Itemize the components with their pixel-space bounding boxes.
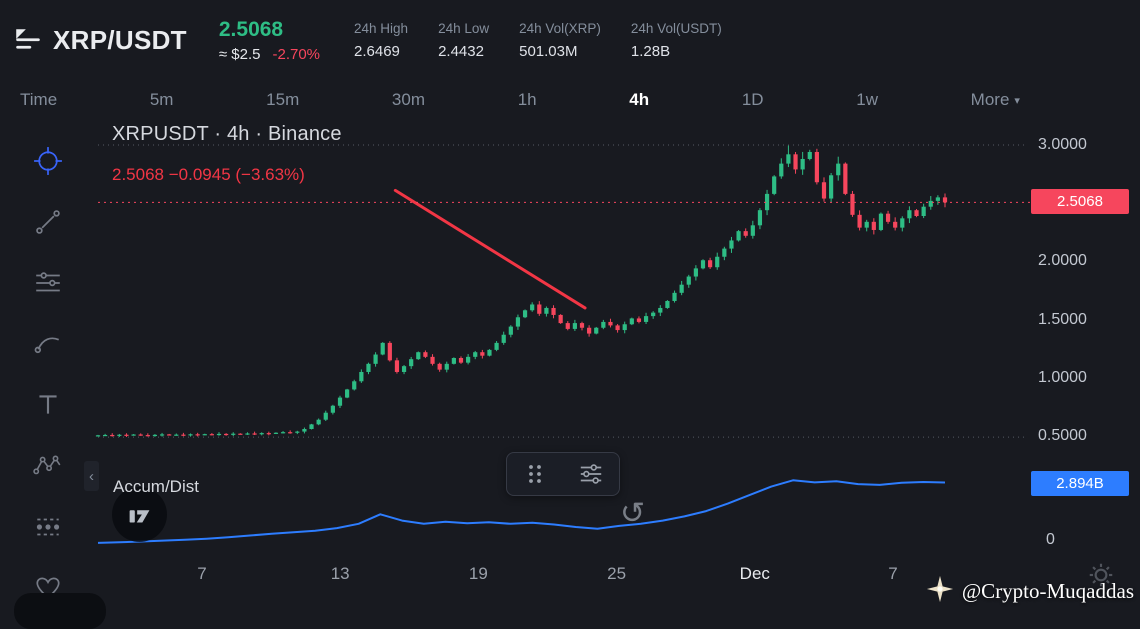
stat-label: 24h High [354, 21, 408, 36]
timeframe-bar: Time 5m 15m 30m 1h 4h 1D 1w More▾ [0, 80, 1020, 120]
header-stat: 24h Vol(XRP) 501.03M [519, 21, 601, 60]
header-stats: 24h High 2.6469 24h Low 2.4432 24h Vol(XRP) 5… [354, 21, 722, 60]
timeframe-1w[interactable]: 1w [856, 90, 878, 110]
timeframe-time[interactable]: Time [20, 90, 57, 110]
header: XRP/USDT 2.5068 ≈ $2.5 -2.70% 24h High 2.… [0, 0, 1140, 80]
chart-change-readout: 2.5068 −0.0945 (−3.63%) [112, 165, 305, 185]
price-axis-label: 1.5000 [1038, 311, 1087, 329]
toolbar-footer-pill [14, 593, 106, 629]
trendline-icon[interactable] [33, 207, 63, 237]
time-axis-label: 13 [331, 564, 350, 584]
time-axis-label: 25 [607, 564, 626, 584]
horizontal-lines-icon[interactable] [33, 268, 63, 298]
time-axis-label: 7 [197, 564, 206, 584]
stat-label: 24h Vol(XRP) [519, 21, 601, 36]
header-stat: 24h High 2.6469 [354, 21, 408, 60]
timeframe-1h[interactable]: 1h [518, 90, 537, 110]
crosshair-icon[interactable] [33, 146, 63, 176]
timeframe-30m[interactable]: 30m [392, 90, 425, 110]
stat-label: 24h Vol(USDT) [631, 21, 722, 36]
change-percent: -2.70% [272, 46, 320, 63]
brush-icon[interactable] [33, 329, 63, 359]
indicator-zero-label: 0 [1046, 531, 1055, 549]
chart-symbol-title: XRPUSDT · 4h · Binance [112, 123, 342, 146]
watermark-star-icon [926, 575, 954, 608]
timeframe-4h[interactable]: 4h [629, 90, 649, 110]
watermark-handle: @Crypto-Muqaddas [962, 579, 1134, 604]
indicator-axis-badge: 2.894B [1031, 471, 1129, 496]
chart-floating-toolbar [506, 452, 620, 496]
indicator-name-label: Accum/Dist [113, 477, 199, 497]
last-price: 2.5068 [219, 17, 320, 43]
refresh-icon[interactable]: ↺ [620, 496, 645, 531]
stat-value: 2.4432 [438, 43, 489, 60]
last-price-axis-badge: 2.5068 [1031, 189, 1129, 214]
menu-icon[interactable] [13, 25, 43, 55]
pattern-icon[interactable] [33, 451, 63, 481]
indicator-settings-icon[interactable] [578, 461, 604, 487]
watermark: @Crypto-Muqaddas [926, 575, 1134, 608]
time-axis-label: 7 [888, 564, 897, 584]
timeframe-5m[interactable]: 5m [150, 90, 174, 110]
header-stat: 24h Vol(USDT) 1.28B [631, 21, 722, 60]
caret-down-icon: ▾ [1014, 94, 1020, 107]
stat-label: 24h Low [438, 21, 489, 36]
timeframe-15m[interactable]: 15m [266, 90, 299, 110]
text-icon[interactable] [33, 390, 63, 420]
timeframe-more[interactable]: More▾ [971, 90, 1020, 110]
time-axis-label: Dec [740, 564, 770, 584]
pair-title[interactable]: XRP/USDT [53, 25, 187, 56]
header-stat: 24h Low 2.4432 [438, 21, 489, 60]
price-axis-label: 0.5000 [1038, 427, 1087, 445]
drag-handle-icon[interactable] [522, 461, 548, 487]
stat-value: 2.6469 [354, 43, 408, 60]
timeframe-1d[interactable]: 1D [742, 90, 764, 110]
stat-value: 1.28B [631, 43, 722, 60]
time-axis-label: 19 [469, 564, 488, 584]
forecast-icon[interactable] [33, 512, 63, 542]
price-block: 2.5068 ≈ $2.5 -2.70% [219, 17, 320, 63]
price-axis-label: 2.0000 [1038, 252, 1087, 270]
stat-value: 501.03M [519, 43, 601, 60]
approx-fiat-price: ≈ $2.5 [219, 46, 261, 63]
price-axis-label: 1.0000 [1038, 369, 1087, 387]
drawing-toolbar [0, 120, 95, 615]
price-axis-label: 3.0000 [1038, 136, 1087, 154]
